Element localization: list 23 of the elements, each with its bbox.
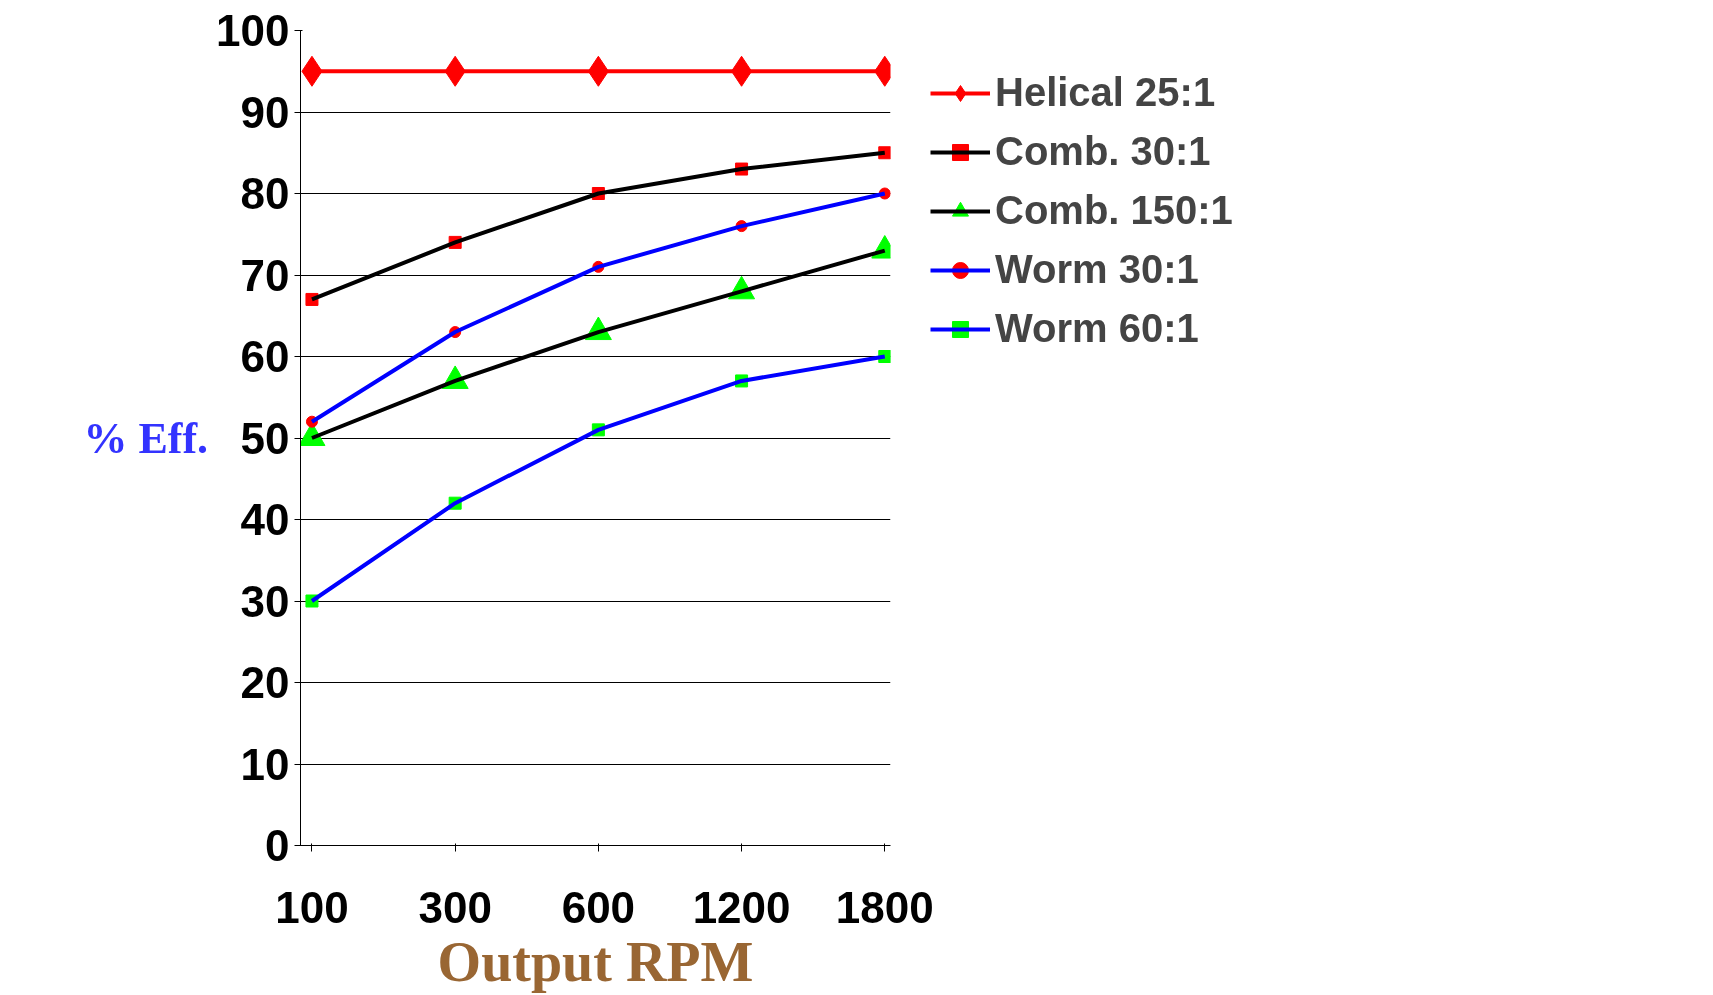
y-tick-label: 40 xyxy=(240,495,290,544)
y-tick-label: 70 xyxy=(240,250,290,300)
legend-label: Worm 30:1 xyxy=(995,247,1199,292)
y-tick-label: 50 xyxy=(240,413,290,463)
x-tick-label: 100 xyxy=(275,882,349,932)
legend-label: Comb. 30:1 xyxy=(995,129,1211,174)
x-tick-label: 600 xyxy=(561,882,636,932)
y-tick-label: 0 xyxy=(265,821,290,870)
x-tick-label: 300 xyxy=(418,882,492,932)
legend-label: Comb. 150:1 xyxy=(995,188,1233,233)
y-tick-label: 30 xyxy=(240,576,290,626)
legend-label: Worm 60:1 xyxy=(995,306,1199,351)
y-tick-label: 100 xyxy=(216,6,290,55)
y-tick-label: 60 xyxy=(240,332,290,381)
x-tick-label: 1800 xyxy=(835,882,934,932)
legend-label: Helical 25:1 xyxy=(995,70,1216,115)
y-axis-title: % Eff. xyxy=(83,413,209,463)
x-axis-title: Output RPM xyxy=(437,930,754,993)
x-tick-label: 1200 xyxy=(692,882,791,932)
y-tick-label: 20 xyxy=(240,658,290,707)
y-tick-label: 90 xyxy=(240,87,290,137)
y-tick-label: 10 xyxy=(240,739,290,789)
y-tick-label: 80 xyxy=(240,169,290,218)
